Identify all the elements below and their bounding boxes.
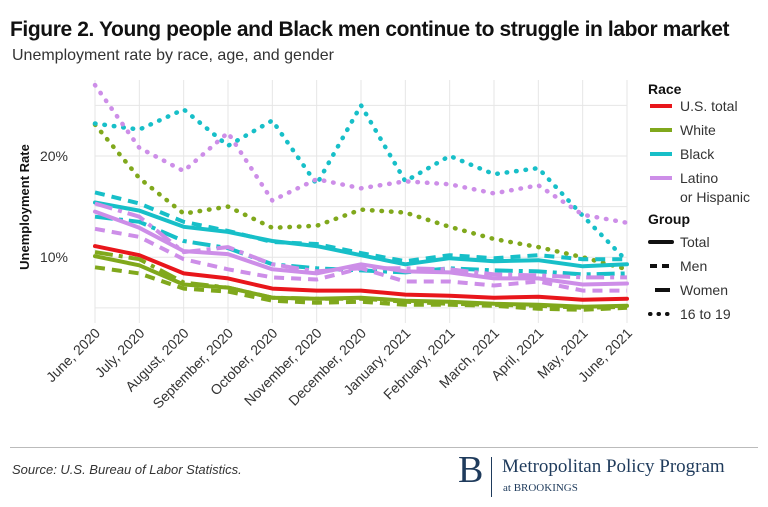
legend-label: or Hispanic [680,189,750,205]
series-line [94,201,627,280]
legend-label: 16 to 19 [680,306,731,322]
chart-title: Figure 2. Young people and Black men con… [10,18,730,41]
x-tick-label: December, 2020 [285,325,369,409]
legend-label: U.S. total [680,98,738,114]
series-line [92,122,630,272]
series-line [93,244,629,302]
x-tick-label: November, 2020 [241,325,325,409]
legend-label: White [680,122,716,138]
brookings-logo-mark: B [458,449,484,491]
y-axis-label: Unemployment Rate [17,144,32,270]
chart-subtitle: Unemployment rate by race, age, and gend… [12,47,334,64]
series-line [92,103,630,264]
legend-label: Black [680,146,715,162]
y-tick-label: 10% [40,249,68,265]
series-lines [92,82,630,312]
logo-subtitle: at BROOKINGS [503,482,578,494]
footer-divider [10,447,758,448]
source-note: Source: U.S. Bureau of Labor Statistics. [12,462,242,477]
x-tick-label: June, 2020 [43,325,103,385]
legend-label: Women [680,282,728,298]
legend-group-title: Group [648,211,690,227]
series-line [94,250,628,310]
grid [94,80,628,323]
series-line [93,200,629,269]
legend-race-title: Race [648,81,682,97]
legend-label: Men [680,258,707,274]
y-axis-ticks: 10% 20% [40,148,68,265]
series-line [92,82,630,226]
y-tick-label: 20% [40,148,68,164]
legend-label: Total [680,234,710,250]
logo-program-name: Metropolitan Policy Program [502,456,725,477]
logo-divider [491,457,492,497]
series-line [94,265,628,312]
legend-label: Latino [680,170,718,186]
series-line [94,190,627,264]
x-tick-label: September, 2020 [149,325,236,412]
series-line [94,214,628,277]
